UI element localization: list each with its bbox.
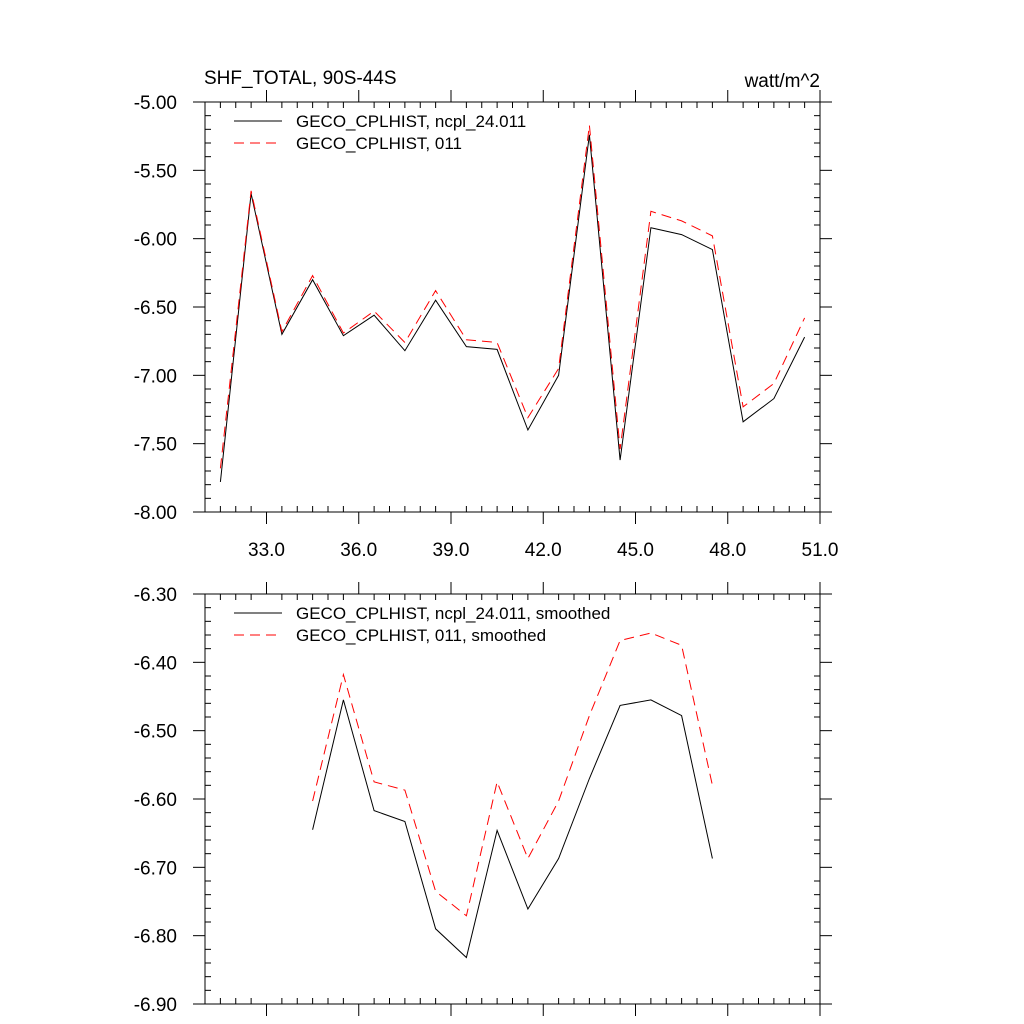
y-tick-label: -6.00 bbox=[134, 230, 177, 251]
y-tick-label: -6.50 bbox=[134, 722, 177, 743]
y-tick-label: -6.80 bbox=[134, 927, 177, 948]
x-tick-label: 39.0 bbox=[433, 540, 470, 561]
series-line-1 bbox=[312, 699, 713, 959]
x-tick-label: 42.0 bbox=[525, 540, 562, 561]
legend-label-series-1: GECO_CPLHIST, ncpl_24.011, smoothed bbox=[296, 604, 610, 623]
y-tick-label: -8.00 bbox=[134, 503, 177, 524]
axis-ticks: 33.0 36.0 39.0 42.0 45.0 48.0 51.0 -8.00 -7.50 -7… bbox=[134, 90, 839, 561]
y-tick-label: -6.50 bbox=[134, 298, 177, 319]
legend-label-series-2: GECO_CPLHIST, 011 bbox=[296, 134, 462, 153]
y-tick-label: -6.90 bbox=[134, 995, 177, 1016]
data-lines bbox=[312, 632, 713, 959]
legend: GECO_CPLHIST, ncpl_24.011 GECO_CPLHIST, … bbox=[234, 112, 526, 153]
y-tick-label: -5.00 bbox=[134, 93, 177, 114]
series-line-1 bbox=[219, 134, 806, 482]
legend: GECO_CPLHIST, ncpl_24.011, smoothed GECO… bbox=[234, 604, 610, 645]
legend-label-series-1: GECO_CPLHIST, ncpl_24.011 bbox=[296, 112, 526, 131]
top-panel: SHF_TOTAL, 90S-44S watt/m^2 33.0 36.0 39.0… bbox=[134, 68, 839, 561]
y-tick-label: -7.00 bbox=[134, 366, 177, 387]
units-label: watt/m^2 bbox=[744, 71, 820, 92]
x-tick-label: 48.0 bbox=[709, 540, 746, 561]
series-line-2 bbox=[312, 632, 713, 917]
legend-label-series-2: GECO_CPLHIST, 011, smoothed bbox=[296, 626, 546, 645]
y-tick-label: -7.50 bbox=[134, 435, 177, 456]
data-lines bbox=[219, 125, 806, 482]
y-tick-label: -6.60 bbox=[134, 790, 177, 811]
chart-title: SHF_TOTAL, 90S-44S bbox=[204, 68, 397, 89]
y-tick-label: -6.40 bbox=[134, 653, 177, 674]
x-tick-label: 45.0 bbox=[617, 540, 654, 561]
y-tick-label: -6.70 bbox=[134, 858, 177, 879]
x-tick-label: 51.0 bbox=[802, 540, 839, 561]
y-tick-label: -5.50 bbox=[134, 161, 177, 182]
y-tick-label: -6.30 bbox=[134, 585, 177, 606]
x-tick-label: 36.0 bbox=[340, 540, 377, 561]
axis-ticks: -6.90 -6.80 -6.70 -6.60 -6.50 -6.40 -6.30 bbox=[134, 582, 832, 1016]
series-line-2 bbox=[219, 125, 806, 469]
x-tick-label: 33.0 bbox=[248, 540, 285, 561]
plot-frame bbox=[204, 593, 821, 1005]
bottom-panel: -6.90 -6.80 -6.70 -6.60 -6.50 -6.40 -6.30 GECO… bbox=[134, 582, 832, 1016]
